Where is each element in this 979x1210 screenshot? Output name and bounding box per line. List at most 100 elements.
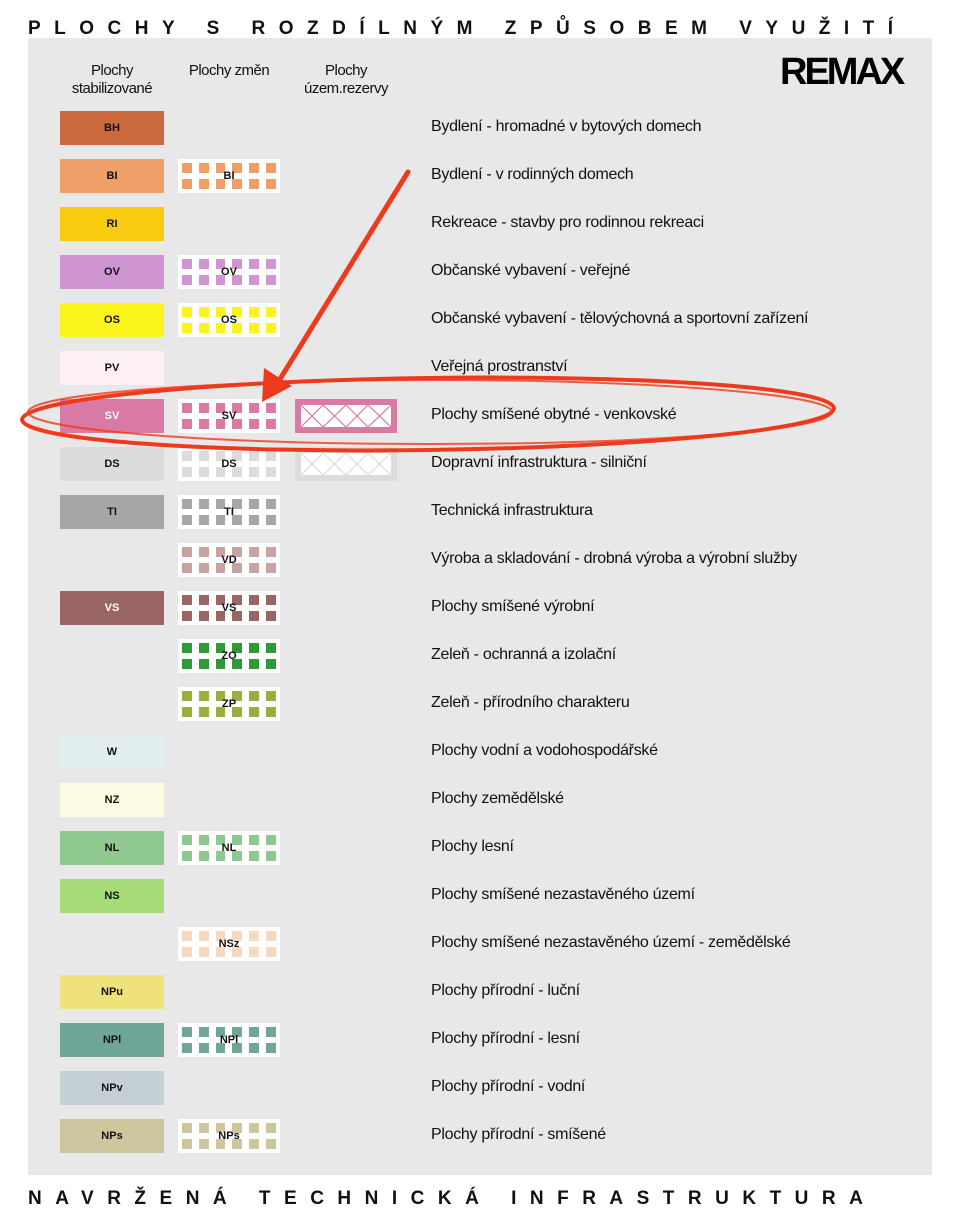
change-swatch: NL [178, 831, 280, 865]
stable-swatch: NS [60, 879, 164, 913]
change-swatch: NSz [178, 927, 280, 961]
swatch-code: TI [224, 506, 234, 518]
legend-label: Plochy přírodní - lesní [431, 1030, 580, 1047]
swatch-code: NS [104, 890, 120, 902]
legend-label: Plochy smíšené výrobní [431, 598, 595, 615]
stable-swatch: W [60, 735, 164, 769]
swatch-code: NSz [218, 938, 240, 950]
swatch-code: ZO [221, 650, 237, 662]
change-swatch: VS [178, 591, 280, 625]
legend-row-npv: NPv Plochy přírodní - vodní [0, 1071, 979, 1105]
legend-label: Technická infrastruktura [431, 502, 593, 519]
stable-swatch: NPv [60, 1071, 164, 1105]
stable-swatch: NZ [60, 783, 164, 817]
legend-row-sv: SV SV Plochy smíšené obytné - venkovské [0, 399, 979, 433]
swatch-code: NZ [104, 794, 120, 806]
legend-row-nz: NZ Plochy zemědělské [0, 783, 979, 817]
remax-logo: REMAX [780, 51, 905, 93]
legend-label: Bydlení - v rodinných domech [431, 166, 634, 183]
dot-pattern [182, 499, 276, 525]
reserve-swatch [295, 447, 397, 481]
legend-label: Občanské vybavení - veřejné [431, 262, 631, 279]
swatch-code: NPl [219, 1034, 239, 1046]
dot-pattern [182, 835, 276, 861]
stable-swatch: DS [60, 447, 164, 481]
stable-swatch: NPl [60, 1023, 164, 1057]
swatch-code: PV [104, 362, 120, 374]
legend-row-pv: PV Veřejná prostranství [0, 351, 979, 385]
legend-label: Plochy přírodní - luční [431, 982, 580, 999]
legend-label: Plochy přírodní - smíšené [431, 1126, 606, 1143]
stable-swatch: PV [60, 351, 164, 385]
legend-row-bi: BI BI Bydlení - v rodinných domech [0, 159, 979, 193]
swatch-code: VS [221, 602, 237, 614]
legend-row-nps: NPs NPs Plochy přírodní - smíšené [0, 1119, 979, 1153]
dot-pattern [182, 547, 276, 573]
change-swatch: TI [178, 495, 280, 529]
stable-swatch: OS [60, 303, 164, 337]
swatch-code: W [106, 746, 118, 758]
legend-row-npl: NPl NPl Plochy přírodní - lesní [0, 1023, 979, 1057]
swatch-code: NPu [101, 986, 123, 998]
swatch-code: BI [223, 170, 235, 182]
legend-label: Plochy lesní [431, 838, 514, 855]
legend-label: Plochy přírodní - vodní [431, 1078, 586, 1095]
legend-row-w: W Plochy vodní a vodohospodářské [0, 735, 979, 769]
stable-swatch: RI [60, 207, 164, 241]
stable-swatch: VS [60, 591, 164, 625]
legend-label: Plochy smíšené obytné - venkovské [431, 406, 677, 423]
swatch-code: VD [221, 554, 237, 566]
swatch-code: OV [104, 266, 120, 278]
swatch-code: BI [106, 170, 118, 182]
legend-label: Zeleň - ochranná a izolační [431, 646, 616, 663]
column-header-change: Plochy změn [188, 62, 270, 79]
change-swatch: SV [178, 399, 280, 433]
change-swatch: BI [178, 159, 280, 193]
stable-swatch: NPs [60, 1119, 164, 1153]
legend-row-ns: NS Plochy smíšené nezastavěného území [0, 879, 979, 913]
swatch-code: SV [104, 410, 120, 422]
change-swatch: ZP [178, 687, 280, 721]
legend-row-npu: NPu Plochy přírodní - luční [0, 975, 979, 1009]
swatch-code: SV [221, 410, 237, 422]
change-swatch: OV [178, 255, 280, 289]
legend-row-ov: OV OV Občanské vybavení - veřejné [0, 255, 979, 289]
dot-pattern [182, 451, 276, 477]
stable-swatch: SV [60, 399, 164, 433]
dot-pattern [182, 1027, 276, 1053]
legend-label: Plochy vodní a vodohospodářské [431, 742, 658, 759]
legend-row-ds: DS DS Dopravní infrastruktura - silniční [0, 447, 979, 481]
stable-swatch: NPu [60, 975, 164, 1009]
hatch-pattern [301, 405, 391, 427]
hatch-pattern [301, 453, 391, 475]
swatch-code: OS [221, 314, 237, 326]
swatch-code: NL [104, 842, 120, 854]
change-swatch: NPs [178, 1119, 280, 1153]
legend-row-vd: VD Výroba a skladování - drobná výroba a … [0, 543, 979, 577]
legend-label: Plochy smíšené nezastavěného území - zem… [431, 934, 791, 951]
swatch-code: OV [221, 266, 237, 278]
change-swatch: NPl [178, 1023, 280, 1057]
legend-label: Dopravní infrastruktura - silniční [431, 454, 647, 471]
stable-swatch: NL [60, 831, 164, 865]
legend-label: Výroba a skladování - drobná výroba a vý… [431, 550, 797, 567]
stable-swatch: OV [60, 255, 164, 289]
reserve-swatch [295, 399, 397, 433]
swatch-code: TI [107, 506, 117, 518]
legend-label: Plochy smíšené nezastavěného území [431, 886, 695, 903]
swatch-code: DS [221, 458, 237, 470]
swatch-code: VS [104, 602, 120, 614]
dot-pattern [182, 691, 276, 717]
swatch-code: NPv [101, 1082, 123, 1094]
swatch-code: NPl [102, 1034, 122, 1046]
legend-row-nl: NL NL Plochy lesní [0, 831, 979, 865]
legend-row-vs: VS VS Plochy smíšené výrobní [0, 591, 979, 625]
legend-row-zp: ZP Zeleň - přírodního charakteru [0, 687, 979, 721]
column-header-reserve: Plochy územ.rezervy [303, 62, 389, 97]
legend-row-os: OS OS Občanské vybavení - tělovýchovná a s… [0, 303, 979, 337]
swatch-code: BH [104, 122, 120, 134]
column-header-stable: Plochy stabilizované [71, 62, 153, 97]
swatch-code: NL [221, 842, 237, 854]
legend-title: PLOCHY S ROZDÍLNÝM ZPŮSOBEM VYUŽITÍ [28, 18, 907, 39]
swatch-code: ZP [221, 698, 237, 710]
